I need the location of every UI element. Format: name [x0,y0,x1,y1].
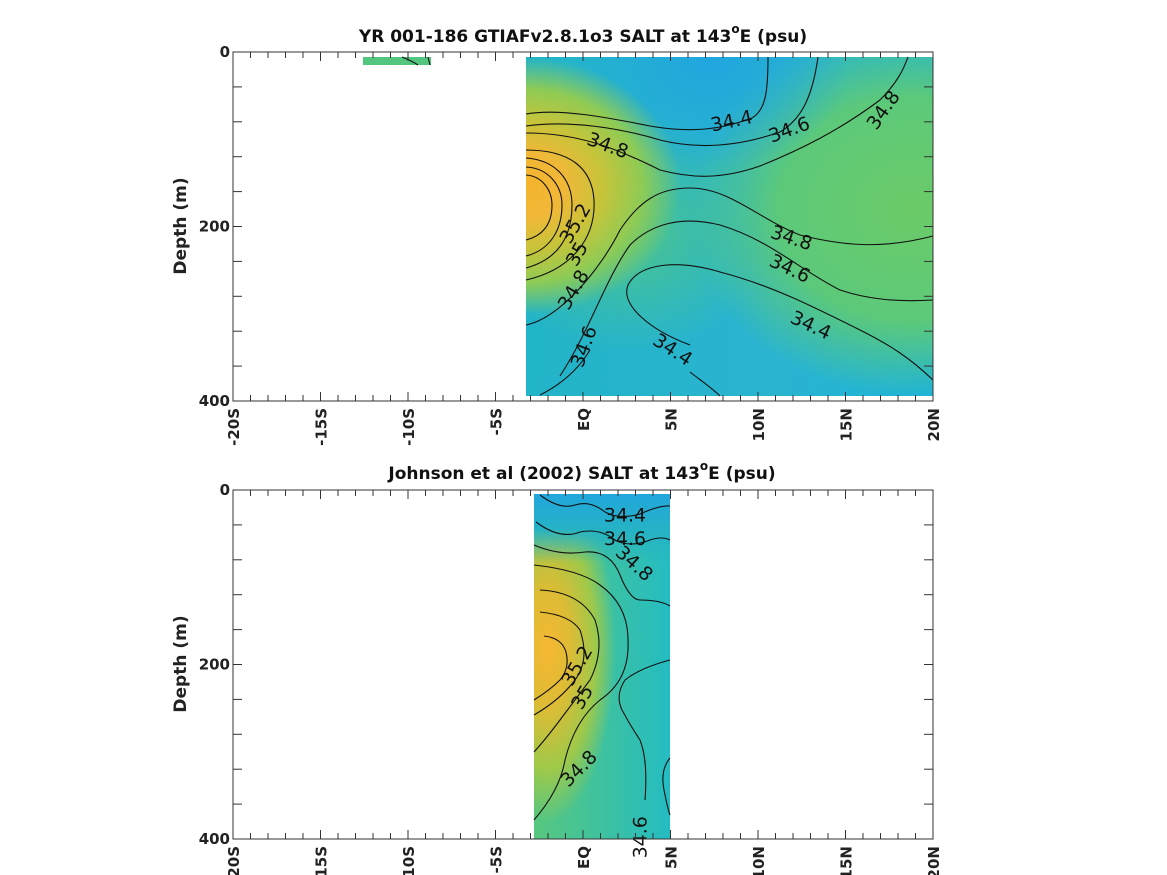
contour-label: 34.4 [604,505,646,527]
title-top: YR 001-186 GTIAFv2.8.1o3 SALT at 143oE (… [358,22,807,47]
contour-label: 34.6 [604,528,646,550]
x-tick-label: 20N [925,408,943,441]
panel-top: YR 001-186 GTIAFv2.8.1o3 SALT at 143oE (… [171,22,943,446]
x-tick-label: -10S [400,408,418,446]
ticks-bottom: -20S -15S -10S -5S EQ 5N 10N 15N 20N 0 200 400 [199,481,943,875]
contours-top [525,56,934,397]
y-axis-label-bottom: Depth (m) [171,615,191,712]
x-tick-label: -15S [313,408,331,446]
x-tick-label: 10N [750,846,768,875]
x-tick-label: -5S [488,408,506,435]
y-tick-label: 400 [199,392,230,410]
y-tick-label: 200 [199,656,230,674]
panel-bottom: Johnson et al (2002) SALT at 143oE (psu)… [171,459,943,875]
y-tick-label: 0 [220,481,230,499]
x-tick-label: -20S [225,408,243,446]
y-tick-label: 400 [199,830,230,848]
x-tick-label: EQ [575,846,593,869]
y-axis-label-top: Depth (m) [171,177,191,274]
ticks-top: -20S -15S -10S -5S EQ 5N 10N 15N 20N 0 200 400 [199,43,943,446]
x-tick-label: 5N [663,846,681,869]
x-tick-label: 15N [838,408,856,441]
x-tick-label: 5N [663,408,681,431]
x-tick-label: -15S [313,846,331,875]
title-bottom: Johnson et al (2002) SALT at 143oE (psu) [387,459,775,484]
contours-bottom [533,494,671,821]
x-tick-label: 20N [925,846,943,875]
contour-label: 34.6 [629,816,651,858]
y-tick-label: 0 [220,43,230,61]
x-tick-label: 15N [838,846,856,875]
colormap-top [526,57,933,396]
x-tick-label: 10N [750,408,768,441]
x-tick-label: EQ [575,408,593,431]
colormap-patch-top [363,57,431,65]
x-tick-label: -10S [400,846,418,875]
y-tick-label: 200 [199,218,230,236]
x-tick-label: -20S [225,846,243,875]
x-tick-label: -5S [488,846,506,873]
